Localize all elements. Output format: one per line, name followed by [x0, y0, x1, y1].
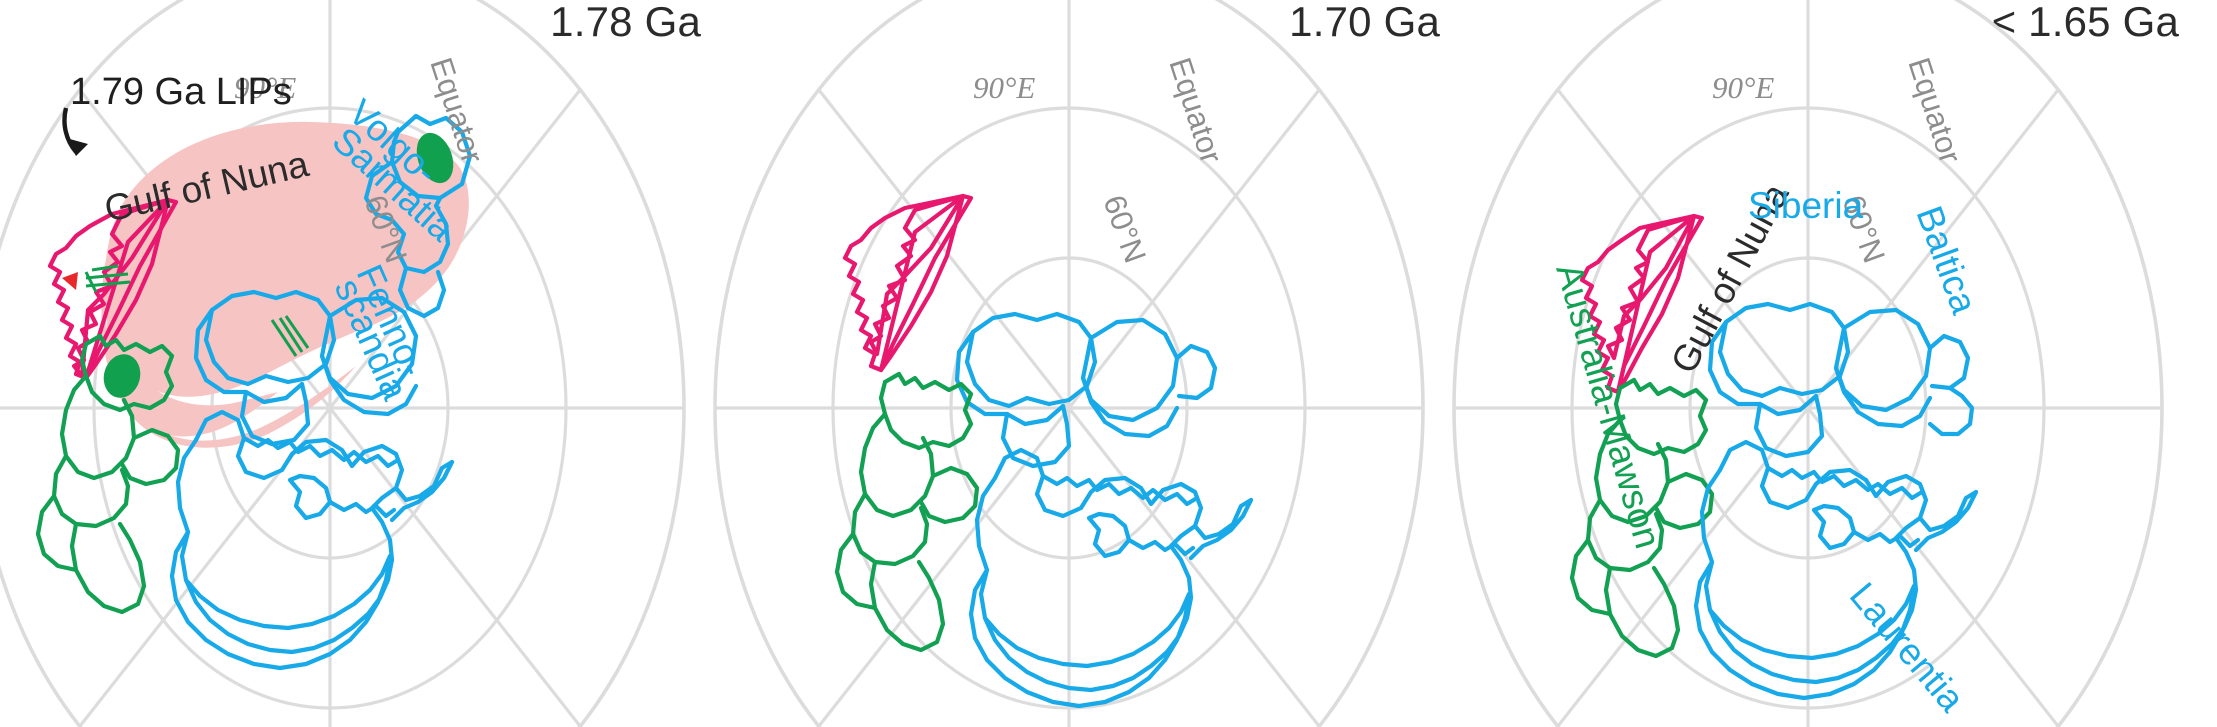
grid-meridian-225 — [817, 407, 1071, 727]
label-siberia: Siberia — [1748, 185, 1864, 226]
panel-title: < 1.65 Ga — [1991, 0, 2179, 45]
grid-label-90e: 90°E — [234, 70, 296, 105]
map-graphic-panel-2: 90°E 60°N Equator — [713, 0, 1425, 727]
gulf-of-nuna-shading-lower — [106, 300, 356, 448]
lip-dike-swarm — [84, 264, 131, 293]
panel-lt-1-65ga: < 1.65 Ga — [1452, 0, 2217, 727]
craton-north-china-pink — [842, 193, 974, 373]
craton-australia-mawson-green — [1569, 377, 1715, 659]
craton-group-blue-center — [954, 311, 1218, 469]
lip-marker-red — [62, 272, 78, 290]
svg-text:1.79 Ga LIPs: 1.79 Ga LIPs — [70, 71, 292, 113]
map-graphic-panel-3: 90°E 60°N Equator Gulf of Nuna Siberia B… — [1452, 0, 2164, 727]
annotation-lips: 1.79 Ga LIPs — [62, 71, 292, 156]
grid-label-equator: Equator — [1162, 53, 1229, 167]
panel-1-78ga: 1.78 Ga — [0, 0, 739, 727]
graticule-grid — [1452, 0, 2164, 727]
lip-ellipse-volgo — [416, 132, 454, 184]
craton-laurentia-blue — [1693, 439, 1979, 701]
craton-australia-mawson-green — [834, 371, 980, 653]
panel-title: 1.70 Ga — [1289, 0, 1440, 45]
grid-meridian-315 — [817, 89, 1071, 409]
grid-labels: 90°E 60°N Equator — [973, 53, 1229, 267]
craton-north-china-pink — [1579, 213, 1705, 395]
craton-group-siberia-baltica — [1707, 301, 1975, 459]
lip-dike-swarm-center — [270, 315, 310, 357]
map-graphic-panel-1: 90°E 60°N Equator 1.79 Ga LIPs Gulf of N… — [0, 0, 686, 727]
grid-label-60n: 60°N — [1096, 190, 1153, 267]
lips-arrow-head — [66, 138, 88, 156]
panel-title: 1.78 Ga — [550, 0, 701, 45]
grid-meridian-135 — [1806, 407, 2060, 727]
craton-laurentia-blue — [968, 447, 1254, 709]
lip-ellipse-australia — [103, 354, 141, 398]
grid-label-90e: 90°E — [1712, 70, 1774, 105]
label-baltica: Baltica — [1908, 201, 1985, 320]
graticule-grid — [713, 0, 1425, 727]
craton-volgo-sarmatia — [363, 113, 473, 319]
grid-meridian-135 — [328, 407, 582, 727]
grid-meridian-45 — [1067, 89, 1321, 409]
grid-meridian-45 — [1806, 89, 2060, 409]
grid-meridian-135 — [1067, 407, 1321, 727]
craton-australia-mawson-green — [35, 333, 181, 615]
craton-group-blue-center — [193, 289, 419, 447]
grid-label-equator: Equator — [1901, 53, 1968, 167]
grid-meridian-225 — [1556, 407, 1810, 727]
grid-label-90e: 90°E — [973, 70, 1035, 105]
craton-laurentia-blue — [169, 409, 455, 671]
gulf-of-nuna-shading — [101, 121, 469, 424]
panel-1-70ga: 1.70 Ga — [713, 0, 1478, 727]
